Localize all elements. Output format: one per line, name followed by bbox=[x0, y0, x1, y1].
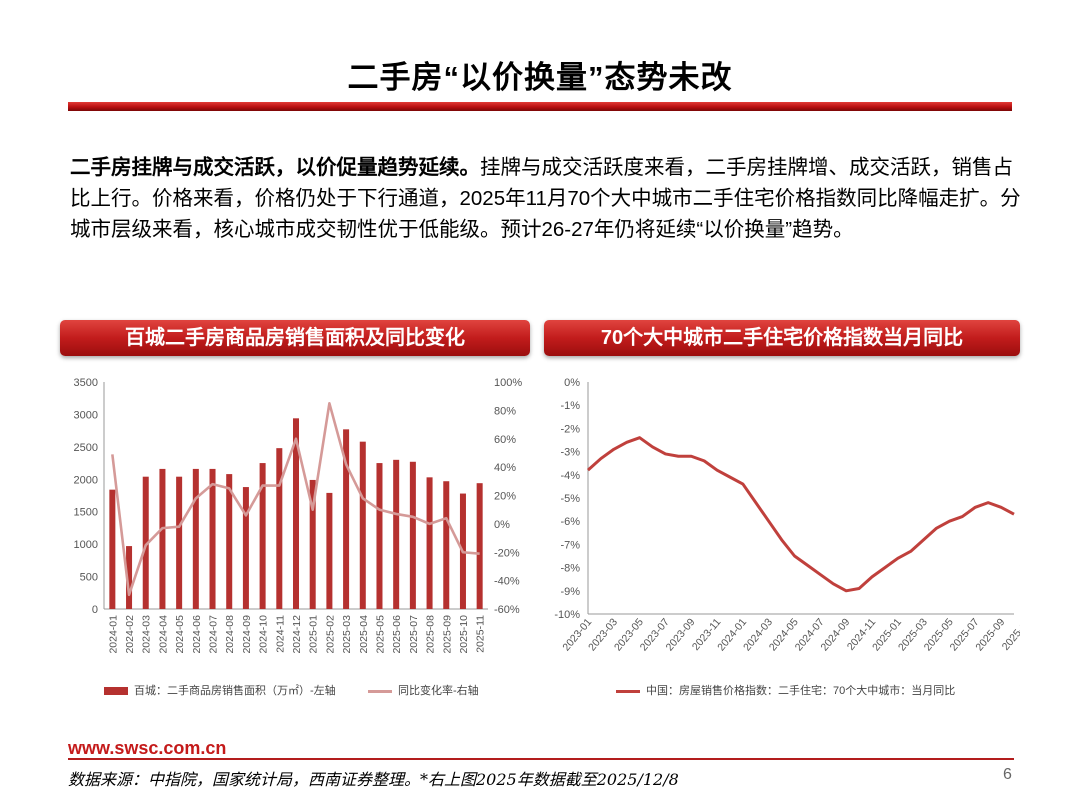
y-tick-label: -2% bbox=[560, 423, 580, 435]
y-tick-label: -6% bbox=[560, 516, 580, 528]
x-tick-label: 2024-04 bbox=[157, 615, 169, 654]
bar bbox=[126, 546, 133, 609]
page-title: 二手房“以价换量”态势未改 bbox=[347, 60, 733, 95]
legend-line-swatch bbox=[368, 689, 392, 693]
intro-body: 挂牌与成交活跃度来看，二手房挂牌增、成交活跃，销售占比上行。价格来看，价格仍处于… bbox=[70, 156, 1021, 241]
bar bbox=[426, 477, 433, 609]
right-tick-label: 80% bbox=[494, 405, 516, 417]
x-tick-label: 2024-03 bbox=[141, 615, 153, 654]
x-tick-label: 2025-04 bbox=[358, 615, 370, 654]
bar bbox=[326, 492, 333, 609]
y-tick-label: -4% bbox=[560, 470, 580, 482]
intro-paragraph: 二手房挂牌与成交活跃，以价促量趋势延续。挂牌与成交活跃度来看，二手房挂牌增、成交… bbox=[70, 152, 1025, 245]
right-tick-label: 60% bbox=[494, 434, 516, 446]
right-tick-label: 0% bbox=[494, 519, 510, 531]
right-tick-label: -40% bbox=[494, 576, 520, 588]
bar bbox=[409, 461, 416, 609]
price-index-chart: 0%-1%-2%-3%-4%-5%-6%-7%-8%-9%-10%2023-01… bbox=[554, 377, 1020, 653]
bar bbox=[393, 459, 400, 609]
x-tick-label: 2025-02 bbox=[324, 615, 336, 654]
bar bbox=[343, 429, 350, 609]
y-tick-label: -10% bbox=[554, 609, 580, 621]
bar bbox=[159, 468, 166, 609]
x-tick-label: 2024-09 bbox=[241, 615, 253, 654]
x-tick-label: 2024-02 bbox=[124, 615, 136, 654]
x-tick-label: 2025-03 bbox=[341, 615, 353, 654]
x-tick-label: 2024-12 bbox=[291, 615, 303, 654]
y-tick-label: -3% bbox=[560, 447, 580, 459]
x-tick-label: 2025-08 bbox=[425, 615, 437, 654]
bar bbox=[259, 463, 266, 609]
legend-price-swatch bbox=[616, 689, 640, 693]
x-tick-label: 2024-01 bbox=[107, 615, 119, 654]
x-tick-label: 2025-06 bbox=[391, 615, 403, 654]
bar bbox=[109, 489, 116, 609]
title-divider bbox=[68, 102, 1012, 111]
bar bbox=[359, 441, 366, 609]
chart2-banner: 70个大中城市二手住宅价格指数当月同比 bbox=[544, 320, 1020, 356]
right-tick-label: 20% bbox=[494, 491, 516, 503]
left-tick-label: 2000 bbox=[74, 474, 98, 486]
left-tick-label: 1000 bbox=[74, 539, 98, 551]
legend-bar-label: 百城：二手商品房销售面积（万㎡）-左轴 bbox=[134, 685, 336, 697]
footer-divider bbox=[68, 758, 1014, 760]
left-tick-label: 500 bbox=[80, 572, 98, 584]
right-tick-label: 40% bbox=[494, 462, 516, 474]
chart1-legend-bar: 百城：二手商品房销售面积（万㎡）-左轴 bbox=[104, 682, 336, 698]
x-tick-label: 2024-08 bbox=[224, 615, 236, 654]
x-tick-label: 2025-11 bbox=[475, 615, 487, 653]
site-url[interactable]: www.swsc.com.cn bbox=[68, 738, 227, 758]
bar bbox=[226, 474, 233, 609]
area-yoy-chart: 0 500 1000 1500 2000 2500 3000 3500 -60% -40% -20%… bbox=[74, 377, 523, 654]
legend-price-label: 中国：房屋销售价格指数：二手住宅：70个大中城市：当月同比 bbox=[646, 685, 956, 697]
y-tick-label: -9% bbox=[560, 586, 580, 598]
y-tick-label: -8% bbox=[560, 563, 580, 575]
x-tick-label: 2025-09 bbox=[441, 615, 453, 654]
chart2-legend: 中国：房屋销售价格指数：二手住宅：70个大中城市：当月同比 bbox=[616, 682, 955, 698]
intro-lead: 二手房挂牌与成交活跃，以价促量趋势延续。 bbox=[70, 156, 480, 179]
data-source-note: 数据来源：中指院，国家统计局，西南证券整理。*右上图2025年数据截至2025/… bbox=[68, 770, 679, 789]
chart1-legend-line: 同比变化率-右轴 bbox=[368, 682, 479, 698]
y-tick-label: 0% bbox=[564, 377, 580, 389]
bar bbox=[209, 468, 216, 609]
legend-bar-swatch bbox=[104, 687, 128, 696]
y-tick-label: -1% bbox=[560, 400, 580, 412]
left-tick-label: 3500 bbox=[74, 377, 98, 389]
x-tick-label: 2025-10 bbox=[458, 615, 470, 654]
x-tick-label: 2024-05 bbox=[174, 615, 186, 654]
left-tick-label: 3000 bbox=[74, 409, 98, 421]
bar bbox=[276, 448, 283, 609]
bar bbox=[142, 476, 149, 609]
x-tick-label: 2025-01 bbox=[308, 615, 320, 654]
x-tick-label: 2024-11 bbox=[274, 615, 286, 653]
bar bbox=[376, 463, 383, 609]
y-tick-label: -7% bbox=[560, 539, 580, 551]
right-tick-label: 100% bbox=[494, 377, 522, 389]
chart1-banner: 百城二手房商品房销售面积及同比变化 bbox=[60, 320, 530, 356]
bar bbox=[309, 479, 316, 609]
yoy-line bbox=[111, 401, 480, 597]
page-number: 6 bbox=[1003, 766, 1012, 783]
x-tick-label: 2025-07 bbox=[408, 615, 420, 654]
bar bbox=[176, 476, 183, 609]
x-tick-label: 2024-07 bbox=[208, 615, 220, 654]
price-index-line bbox=[586, 436, 1015, 593]
left-tick-label: 0 bbox=[92, 604, 98, 616]
bar bbox=[192, 468, 199, 609]
bar bbox=[242, 487, 249, 609]
left-tick-label: 2500 bbox=[74, 442, 98, 454]
right-tick-label: -60% bbox=[494, 604, 520, 616]
bar bbox=[476, 483, 483, 609]
right-tick-label: -20% bbox=[494, 547, 520, 559]
y-tick-label: -5% bbox=[560, 493, 580, 505]
legend-line-label: 同比变化率-右轴 bbox=[398, 685, 479, 697]
x-tick-label: 2025-05 bbox=[374, 615, 386, 654]
x-tick-label: 2024-06 bbox=[191, 615, 203, 654]
left-tick-label: 1500 bbox=[74, 507, 98, 519]
bar bbox=[292, 418, 300, 609]
x-tick-label: 2024-10 bbox=[258, 615, 270, 654]
bar bbox=[443, 481, 450, 609]
